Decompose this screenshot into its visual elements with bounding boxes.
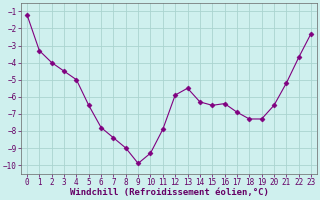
X-axis label: Windchill (Refroidissement éolien,°C): Windchill (Refroidissement éolien,°C) [69, 188, 268, 197]
